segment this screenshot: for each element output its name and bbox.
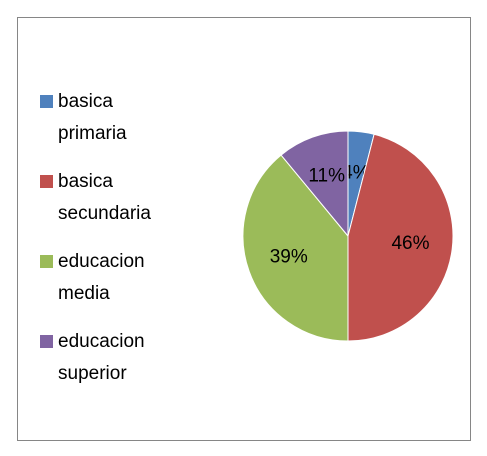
legend-swatch [40,335,53,348]
legend-swatch [40,255,53,268]
pie-slice [280,130,349,238]
pie-slice [242,154,349,342]
legend-label: basica primaria [58,91,127,144]
legend-label: basica secundaria [58,171,151,224]
legend-label: educacion media [58,251,145,304]
legend-swatch [40,95,53,108]
data-label: 46% [391,233,429,254]
data-label: 11% [308,166,345,187]
data-label: 39% [270,246,308,267]
legend-swatch [40,175,53,188]
pie-slice [347,133,454,342]
legend-label: educacion superior [58,331,145,384]
